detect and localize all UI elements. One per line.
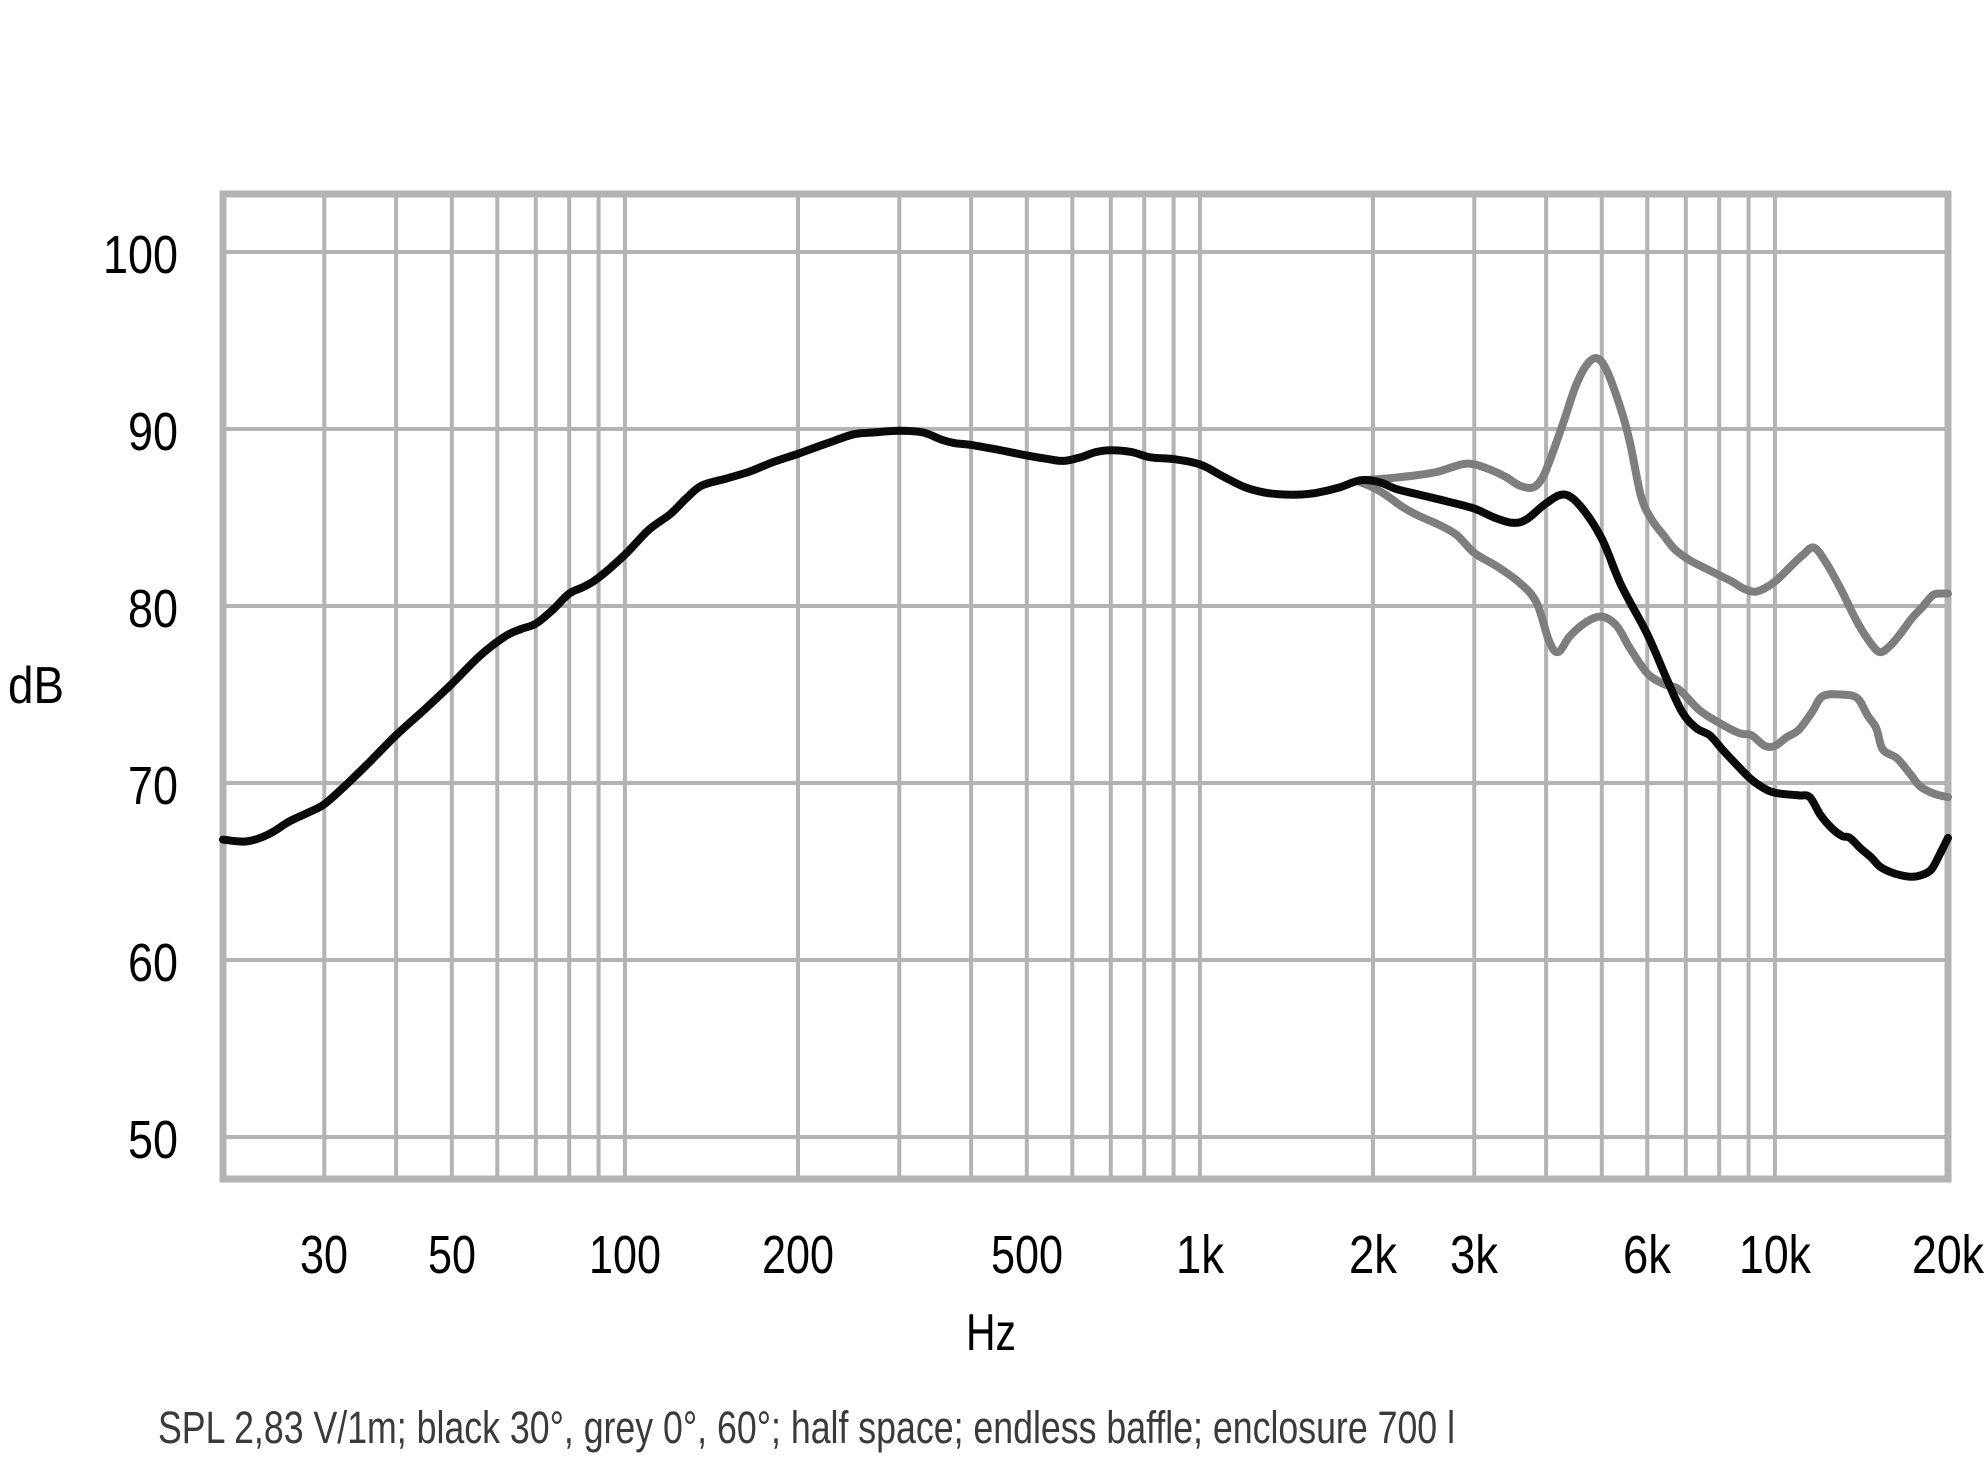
x-tick-label: 50 xyxy=(428,1225,476,1285)
x-tick-label: 10k xyxy=(1739,1225,1812,1285)
x-tick-label: 20k xyxy=(1912,1225,1984,1285)
x-tick-label: 1k xyxy=(1176,1225,1225,1285)
y-tick-label: 60 xyxy=(128,933,178,993)
y-tick-label: 100 xyxy=(103,225,178,285)
y-tick-label: 80 xyxy=(128,579,178,639)
x-tick-label: 3k xyxy=(1450,1225,1499,1285)
curves xyxy=(219,354,1952,881)
y-tick-label: 70 xyxy=(128,756,178,816)
x-tick-label: 2k xyxy=(1349,1225,1398,1285)
x-axis-tick-labels: 30 50 100 200 500 1k 2k 3k 6k 10k 20k xyxy=(300,1225,1984,1285)
curve-60-degrees-grey- xyxy=(1356,478,1952,802)
grid xyxy=(223,194,1948,1179)
curve-30-degrees-black- xyxy=(219,426,1952,881)
plot-border xyxy=(219,190,1952,1183)
chart-caption: SPL 2,83 V/1m; black 30°, grey 0°, 60°; … xyxy=(158,1402,1455,1453)
x-tick-label: 6k xyxy=(1623,1225,1672,1285)
x-tick-label: 200 xyxy=(762,1225,834,1285)
y-tick-label: 50 xyxy=(128,1110,178,1170)
x-axis-title: Hz xyxy=(966,1304,1016,1362)
y-axis-tick-labels: 100 90 80 70 60 50 xyxy=(103,225,178,1170)
y-axis-title: dB xyxy=(8,657,64,715)
plot-frame xyxy=(219,190,1952,1183)
x-tick-label: 100 xyxy=(589,1225,661,1285)
x-tick-label: 30 xyxy=(300,1225,348,1285)
curve-0-degrees-grey- xyxy=(1356,354,1952,657)
y-tick-label: 90 xyxy=(128,402,178,462)
x-tick-label: 500 xyxy=(991,1225,1063,1285)
